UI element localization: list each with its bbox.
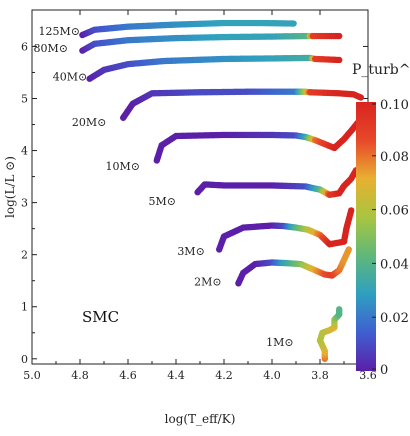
x-tick-label: 4.6 xyxy=(119,369,137,382)
track-point xyxy=(357,94,364,101)
track-3msun xyxy=(216,207,355,253)
track-point xyxy=(336,56,343,64)
y-tick-label: 0 xyxy=(21,353,28,366)
track-125msun xyxy=(79,19,297,39)
track-point xyxy=(345,246,352,253)
track-2msun xyxy=(235,246,352,287)
track-10msun xyxy=(153,118,362,164)
track-label: 5M⊙ xyxy=(149,195,176,208)
y-tick-label: 5 xyxy=(21,93,28,106)
y-axis-label: log(L/L ⊙) xyxy=(3,156,17,218)
colorbar-title: P_turb^max/P xyxy=(352,62,410,78)
track-point xyxy=(348,207,355,214)
x-tick-label: 4.4 xyxy=(167,369,185,382)
x-tick-label: 4.2 xyxy=(215,369,233,382)
colorbar-tick-label: 0.02 xyxy=(380,311,409,326)
y-tick-label: 1 xyxy=(21,301,28,314)
x-tick-label: 4.8 xyxy=(71,369,89,382)
track-80msun xyxy=(79,32,343,54)
x-tick-label: 3.6 xyxy=(359,369,377,382)
y-tick-label: 3 xyxy=(21,197,28,210)
y-tick-label: 2 xyxy=(21,249,28,262)
track-label: 10M⊙ xyxy=(106,160,140,173)
colorbar-tick-label: 0 xyxy=(380,363,388,378)
colorbar-tick-label: 0.04 xyxy=(380,257,409,272)
track-label: 80M⊙ xyxy=(34,42,68,55)
track-label: 40M⊙ xyxy=(53,71,87,84)
y-tick-label: 4 xyxy=(21,145,28,158)
track-label: 125M⊙ xyxy=(39,25,80,38)
track-point xyxy=(336,306,343,313)
track-point xyxy=(290,20,297,27)
colorbar-tick-label: 0.10 xyxy=(380,98,409,113)
colorbar-tick-label: 0.06 xyxy=(380,204,409,219)
colorbar xyxy=(356,102,376,371)
x-tick-label: 5.0 xyxy=(23,369,41,382)
x-axis-label: log(T_eff/K) xyxy=(165,412,236,426)
colorbar-ticks: 0.10 0.08 0.06 0.04 0.02 0 xyxy=(372,98,409,378)
track-labels: 125M⊙ 80M⊙ 40M⊙ 20M⊙ 10M⊙ 5M⊙ 3M⊙ 2M⊙ 1M⊙ xyxy=(34,25,294,349)
axis-ticks: 5.0 4.8 4.6 4.4 4.2 4.0 3.8 3.6 0 1 2 3 4 5 6 xyxy=(21,10,377,382)
smc-annotation: SMC xyxy=(82,308,119,326)
track-point xyxy=(336,32,343,40)
x-tick-label: 4.0 xyxy=(263,369,281,382)
track-label: 1M⊙ xyxy=(266,336,293,349)
x-tick-label: 3.8 xyxy=(311,369,329,382)
track-1msun xyxy=(316,306,343,362)
track-label: 3M⊙ xyxy=(177,245,204,258)
track-5msun xyxy=(194,167,360,199)
colorbar-tick-label: 0.08 xyxy=(380,150,409,165)
y-tick-label: 6 xyxy=(21,40,28,53)
evolutionary-tracks xyxy=(79,19,364,362)
track-label: 20M⊙ xyxy=(72,116,106,129)
track-label: 2M⊙ xyxy=(194,276,221,289)
track-40msun xyxy=(86,54,343,82)
track-20msun xyxy=(120,88,364,121)
